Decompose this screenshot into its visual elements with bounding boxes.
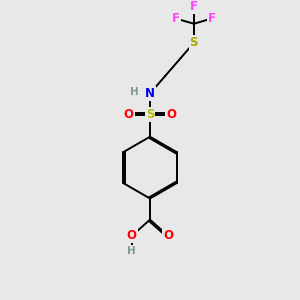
Text: O: O xyxy=(124,108,134,121)
Text: O: O xyxy=(127,230,137,242)
Text: F: F xyxy=(172,12,180,25)
Text: S: S xyxy=(190,36,198,50)
Text: H: H xyxy=(128,246,136,256)
Text: F: F xyxy=(208,12,216,25)
Text: F: F xyxy=(190,0,198,13)
Text: N: N xyxy=(145,87,155,100)
Text: O: O xyxy=(163,230,173,242)
Text: O: O xyxy=(166,108,176,121)
Text: H: H xyxy=(130,87,139,97)
Text: S: S xyxy=(146,108,154,121)
